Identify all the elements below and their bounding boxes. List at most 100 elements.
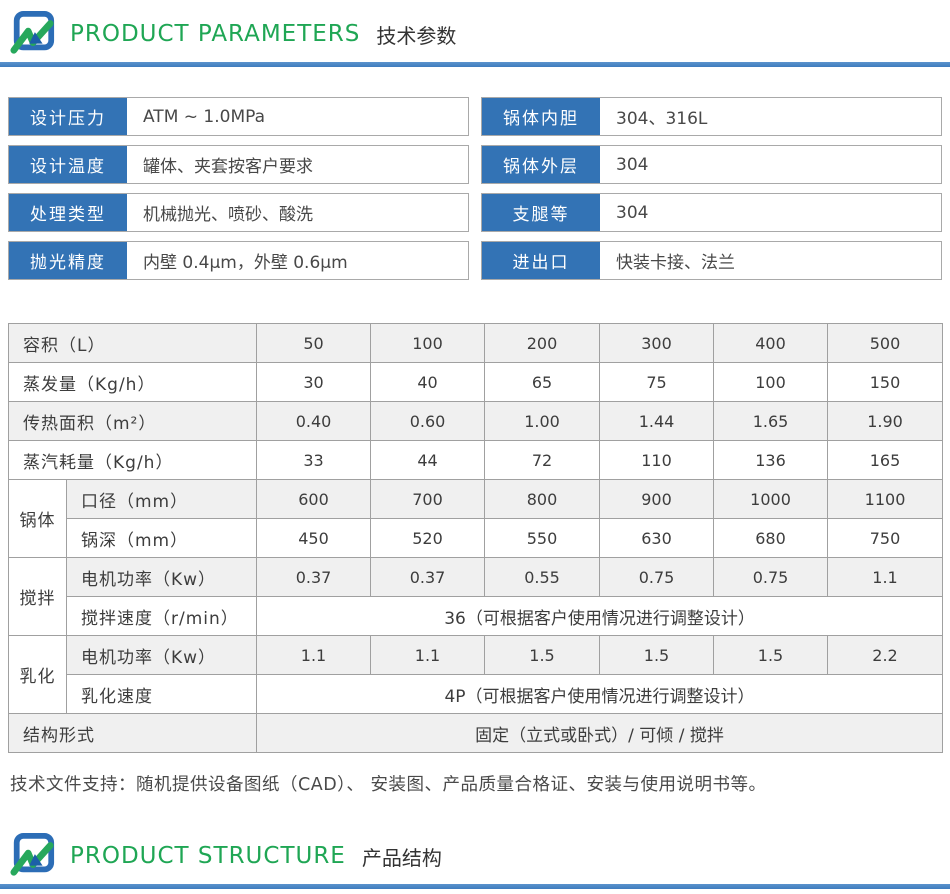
group-label-stirring: 搅拌 (8, 557, 67, 636)
cell-value: 30 (256, 362, 372, 402)
spec-boxes: 设计压力 ATM ~ 1.0MPa 设计温度 罐体、夹套按客户要求 处理类型 机… (0, 67, 950, 289)
brand-logo-icon (10, 11, 56, 57)
section-header-structure: PRODUCT STRUCTURE 产品结构 (0, 822, 950, 884)
cell-value: 1.00 (484, 401, 601, 441)
cell-value: 1.5 (484, 635, 601, 675)
divider-line (0, 884, 950, 889)
cell-value: 800 (484, 479, 601, 519)
spec-table: 容积（L） 50 100 200 300 400 500 蒸发量（Kg/h） 3… (7, 323, 944, 753)
cell-value: 0.37 (256, 557, 372, 597)
cell-value: 750 (827, 518, 944, 558)
spec-label: 锅体外层 (482, 146, 600, 183)
spec-column-right: 锅体内胆 304、316L 锅体外层 304 支腿等 304 进出口 快装卡接、… (481, 97, 942, 289)
technical-support-note: 技术文件支持：随机提供设备图纸（CAD）、 安装图、产品质量合格证、安装与使用说… (10, 775, 767, 795)
cell-span-value: 4P（可根据客户使用情况进行调整设计） (256, 674, 944, 714)
cell-value: 136 (713, 440, 829, 480)
table-row-pot-depth: 锅深（mm） 450 520 550 630 680 750 (9, 518, 944, 558)
cell-value: 1.5 (599, 635, 715, 675)
cell-value: 1.1 (827, 557, 944, 597)
section-title-zh: 产品结构 (361, 845, 442, 870)
row-label: 传热面积（m²） (7, 401, 258, 441)
cell-value: 75 (599, 362, 715, 402)
section-title-zh: 技术参数 (376, 23, 457, 48)
row-label: 电机功率（Kw） (65, 635, 258, 675)
cell-value: 50 (256, 323, 372, 363)
section-title-en: PRODUCT STRUCTURE (70, 843, 346, 869)
spec-table-wrapper: 容积（L） 50 100 200 300 400 500 蒸发量（Kg/h） 3… (0, 289, 950, 753)
spec-value: 内壁 0.4μm，外壁 0.6μm (143, 253, 348, 273)
table-row-volume: 容积（L） 50 100 200 300 400 500 (7, 323, 944, 363)
brand-logo-icon (10, 833, 56, 879)
cell-value: 1.65 (713, 401, 829, 441)
cell-value: 400 (713, 323, 829, 363)
row-label: 口径（mm） (65, 479, 258, 519)
row-label: 容积（L） (7, 323, 258, 363)
cell-value: 0.60 (370, 401, 486, 441)
spec-label: 锅体内胆 (482, 98, 600, 135)
row-label: 蒸发量（Kg/h） (7, 362, 258, 402)
cell-value: 110 (599, 440, 715, 480)
cell-value: 0.75 (713, 557, 829, 597)
table-row-heat-area: 传热面积（m²） 0.40 0.60 1.00 1.44 1.65 1.90 (7, 401, 944, 441)
cell-value: 65 (484, 362, 601, 402)
cell-value: 0.55 (484, 557, 601, 597)
spec-label: 处理类型 (9, 194, 127, 231)
cell-value: 520 (370, 518, 486, 558)
cell-value: 550 (484, 518, 601, 558)
spec-row-outer-layer: 锅体外层 304 (481, 145, 942, 184)
cell-value: 40 (370, 362, 486, 402)
table-row-steam-consumption: 蒸汽耗量（Kg/h） 33 44 72 110 136 165 (7, 440, 944, 480)
table-row-evaporation: 蒸发量（Kg/h） 30 40 65 75 100 150 (7, 362, 944, 402)
section-title-en: PRODUCT PARAMETERS (70, 21, 361, 47)
cell-span-value: 36（可根据客户使用情况进行调整设计） (256, 596, 944, 636)
cell-value: 1000 (713, 479, 829, 519)
cell-value: 33 (256, 440, 372, 480)
spec-row-treatment-type: 处理类型 机械抛光、喷砂、酸洗 (8, 193, 469, 232)
spec-row-inner-liner: 锅体内胆 304、316L (481, 97, 942, 136)
cell-value: 1.1 (370, 635, 486, 675)
row-label: 锅深（mm） (65, 518, 258, 558)
row-label: 电机功率（Kw） (65, 557, 258, 597)
cell-value: 600 (256, 479, 372, 519)
cell-value: 300 (599, 323, 715, 363)
cell-value: 630 (599, 518, 715, 558)
section-header-parameters: PRODUCT PARAMETERS 技术参数 (0, 0, 950, 62)
row-label: 搅拌速度（r/min） (65, 596, 258, 636)
spec-label: 支腿等 (482, 194, 600, 231)
group-label-pot-body: 锅体 (8, 479, 67, 558)
spec-column-left: 设计压力 ATM ~ 1.0MPa 设计温度 罐体、夹套按客户要求 处理类型 机… (8, 97, 469, 289)
spec-value: 罐体、夹套按客户要求 (143, 157, 313, 177)
table-row-structure-form: 结构形式 固定（立式或卧式）/ 可倾 / 搅拌 (7, 713, 944, 753)
divider-line (0, 62, 950, 67)
spec-row-design-pressure: 设计压力 ATM ~ 1.0MPa (8, 97, 469, 136)
cell-value: 700 (370, 479, 486, 519)
spec-row-legs: 支腿等 304 (481, 193, 942, 232)
spec-row-design-temperature: 设计温度 罐体、夹套按客户要求 (8, 145, 469, 184)
cell-value: 900 (599, 479, 715, 519)
table-row-stir-motor-power: 搅拌 电机功率（Kw） 0.37 0.37 0.55 0.75 0.75 1.1 (8, 557, 944, 636)
spec-value: 快装卡接、法兰 (616, 253, 735, 273)
spec-value: 304、316L (616, 109, 708, 129)
cell-value: 150 (827, 362, 944, 402)
cell-value: 2.2 (827, 635, 944, 675)
table-row-emulsify-speed: 乳化速度 4P（可根据客户使用情况进行调整设计） (9, 674, 944, 714)
cell-value: 500 (827, 323, 944, 363)
spec-value: ATM ~ 1.0MPa (143, 106, 266, 127)
cell-value: 200 (484, 323, 601, 363)
spec-row-polish-precision: 抛光精度 内壁 0.4μm，外壁 0.6μm (8, 241, 469, 280)
cell-value: 165 (827, 440, 944, 480)
cell-value: 72 (484, 440, 601, 480)
cell-value: 1.1 (256, 635, 372, 675)
spec-row-inlet-outlet: 进出口 快装卡接、法兰 (481, 241, 942, 280)
cell-value: 44 (370, 440, 486, 480)
spec-label: 抛光精度 (9, 242, 127, 279)
cell-span-value: 固定（立式或卧式）/ 可倾 / 搅拌 (256, 713, 944, 753)
cell-value: 1100 (827, 479, 944, 519)
cell-value: 0.37 (370, 557, 486, 597)
cell-value: 0.75 (599, 557, 715, 597)
cell-value: 100 (370, 323, 486, 363)
spec-value: 304 (616, 202, 649, 223)
row-label: 结构形式 (7, 713, 258, 753)
cell-value: 450 (256, 518, 372, 558)
spec-value: 机械抛光、喷砂、酸洗 (143, 205, 313, 225)
